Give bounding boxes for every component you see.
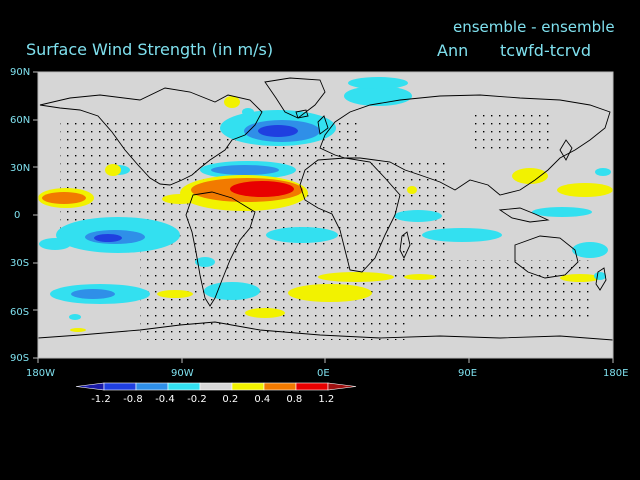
anomaly-s-pacific-core xyxy=(94,234,122,242)
significance-stipple xyxy=(60,110,590,340)
colorbar-swatch-1 xyxy=(103,382,137,391)
anomaly-so-east-cyan xyxy=(594,272,606,280)
lat-tick-30n: 30N xyxy=(10,163,31,174)
coast-uk xyxy=(317,115,329,135)
anomaly-se-pac-cyan xyxy=(195,257,215,267)
coast-iceland xyxy=(295,109,309,119)
anomaly-so-pacific-blue xyxy=(71,289,115,299)
colorbar-swatch-6 xyxy=(263,382,297,391)
coast-japan xyxy=(559,139,573,161)
colorbar xyxy=(75,382,357,391)
colorbar-label: -1.2 xyxy=(91,394,111,405)
coast-australia xyxy=(514,235,579,279)
coast-eurasia xyxy=(319,94,611,196)
lon-tick-90w: 90W xyxy=(171,368,194,379)
lat-tick-30s: 30S xyxy=(10,258,30,269)
lon-tick-90e: 90E xyxy=(458,368,478,379)
anomaly-w-pac-yellow-2 xyxy=(557,183,613,197)
colorbar-label: -0.8 xyxy=(123,394,143,405)
anomaly-so-drake-cyan xyxy=(204,282,260,300)
coast-indonesia xyxy=(498,207,550,223)
anomaly-e-pacific-orange xyxy=(42,192,86,204)
lon-tick-0e: 0E xyxy=(317,368,330,379)
colorbar-swatch-7 xyxy=(295,382,329,391)
anomaly-so-indian-yellow xyxy=(404,274,436,280)
lon-tick-180w: 180W xyxy=(26,368,55,379)
colorbar-swatch-0 xyxy=(75,382,105,391)
anomaly-30n-blue xyxy=(211,165,279,175)
anomaly-trop-atl-red xyxy=(230,181,294,197)
anomaly-w-pac-yellow xyxy=(512,168,548,184)
colorbar-label: 1.2 xyxy=(318,394,335,405)
season-label: Ann xyxy=(437,41,469,60)
anomaly-indian-cyan-2 xyxy=(422,228,502,242)
coast-new-zealand xyxy=(595,267,607,291)
coast-madagascar xyxy=(399,231,411,260)
ensemble-label: ensemble - ensemble xyxy=(453,18,615,36)
colorbar-swatch-8 xyxy=(327,382,357,391)
lat-tick-60n: 60N xyxy=(10,115,31,126)
colorbar-label: 0.2 xyxy=(222,394,239,405)
lat-tick-90s: 90S xyxy=(10,353,30,364)
colorbar-swatch-3 xyxy=(167,382,201,391)
coast-greenland xyxy=(264,77,326,119)
anomaly-arabian-yellow xyxy=(407,186,417,194)
coast-africa xyxy=(299,157,401,273)
anomaly-so-atl-yellow xyxy=(288,284,372,302)
anomaly-n-atlantic-core xyxy=(258,125,298,137)
anomaly-s-atl-cyan xyxy=(266,227,338,243)
coast-south-america xyxy=(185,191,256,307)
anomaly-w-pacific-cyan xyxy=(39,238,71,250)
colorbar-label: -0.4 xyxy=(155,394,175,405)
colorbar-label: 0.8 xyxy=(286,394,303,405)
anomaly-arctic-cyan-2 xyxy=(348,77,408,89)
colorbar-swatch-2 xyxy=(135,382,169,391)
anomaly-caribbean-yellow xyxy=(162,194,198,204)
colorbar-swatch-5 xyxy=(231,382,265,391)
anomaly-so-yellow-small xyxy=(70,328,86,332)
anomaly-so-yellow-3 xyxy=(245,308,285,318)
colorbar-label: 0.4 xyxy=(254,394,271,405)
coast-north-america xyxy=(39,87,263,186)
map-title: Surface Wind Strength (in m/s) xyxy=(26,40,274,59)
anomaly-alaska-yellow xyxy=(224,96,240,108)
lat-tick-90n: 90N xyxy=(10,67,31,78)
experiment-label: tcwfd-tcrvd xyxy=(500,41,591,60)
coast-antarctica xyxy=(38,321,613,341)
coastlines xyxy=(38,77,613,341)
anomaly-so-east-yellow xyxy=(560,274,600,282)
anomaly-w-pac-cyan xyxy=(595,168,611,176)
lat-tick-0: 0 xyxy=(14,210,21,221)
anomaly-so-pacific-yellow xyxy=(157,290,193,298)
colorbar-swatch-4 xyxy=(199,382,233,391)
anomaly-n-pacific-yellow xyxy=(105,164,121,176)
anomaly-e-pacific-cyan xyxy=(572,242,608,258)
lat-tick-60s: 60S xyxy=(10,307,30,318)
anomaly-so-cyan-small xyxy=(69,314,81,320)
anomaly-hudson-cyan xyxy=(242,108,254,116)
anomaly-shading xyxy=(38,77,613,332)
lon-tick-180e: 180E xyxy=(603,368,629,379)
anomaly-w-pacific-cyan-2 xyxy=(532,207,592,217)
anomaly-so-atl-yellow-2 xyxy=(318,272,394,282)
axis-ticks xyxy=(33,71,614,363)
anomaly-indian-cyan xyxy=(394,210,442,222)
colorbar-label: -0.2 xyxy=(187,394,207,405)
